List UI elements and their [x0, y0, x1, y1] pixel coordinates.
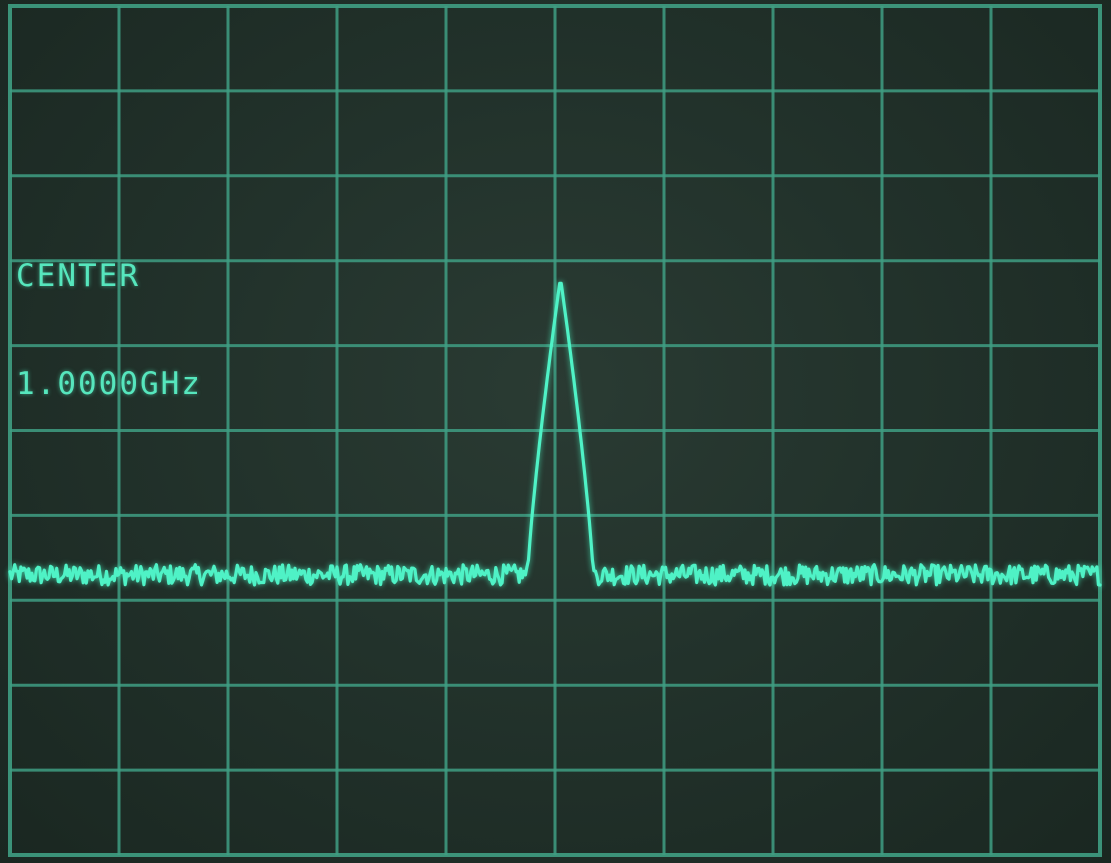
- center-label: CENTER: [16, 258, 140, 294]
- center-frequency-value: 1.0000GHz: [16, 366, 202, 402]
- center-frequency-readout: CENTER 1.0000GHz: [16, 186, 202, 474]
- spectrum-trace: [8, 281, 1102, 587]
